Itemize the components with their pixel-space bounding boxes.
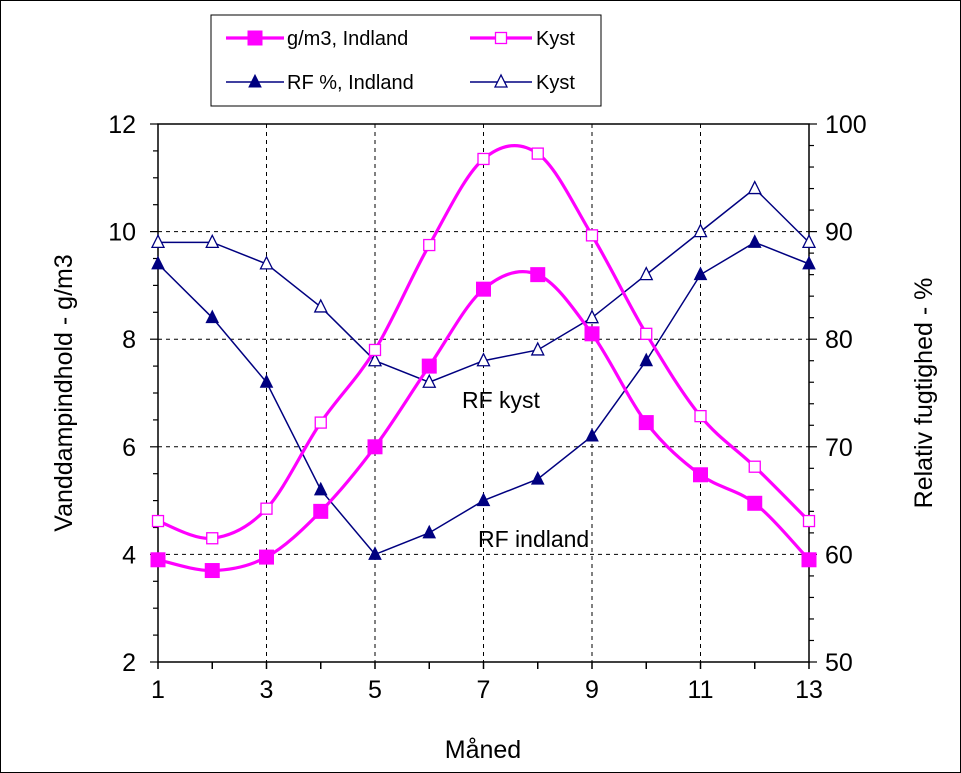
y-right-tick-label: 60 <box>825 541 853 569</box>
data-point <box>314 416 327 429</box>
data-point <box>747 180 762 195</box>
y-left-tick-label: 2 <box>122 649 136 677</box>
x-tick-label: 13 <box>795 676 823 704</box>
legend-marker <box>493 73 509 88</box>
data-point <box>476 492 491 507</box>
y-left-tick-label: 10 <box>108 219 136 247</box>
annotation-rf-indland: RF indland <box>478 526 589 552</box>
data-point <box>151 514 165 528</box>
legend-box <box>210 14 602 107</box>
data-point <box>423 238 436 252</box>
y-left-tick-label: 12 <box>108 111 136 139</box>
x-tick-label: 9 <box>585 676 599 704</box>
data-point <box>694 409 707 423</box>
data-point <box>530 267 546 283</box>
data-point <box>584 309 600 324</box>
data-point <box>259 549 274 565</box>
data-point <box>802 255 816 270</box>
data-point <box>260 502 273 515</box>
y-right-tick-label: 80 <box>825 326 853 354</box>
y-axis-title-right: Relativ fugtighed - % <box>910 278 938 509</box>
data-point <box>801 233 817 249</box>
series-3 <box>150 180 817 388</box>
x-tick-label: 7 <box>477 676 491 704</box>
data-point <box>259 255 274 270</box>
series-2 <box>151 234 816 560</box>
y-right-tick-label: 90 <box>825 219 853 247</box>
grid <box>158 124 809 662</box>
y-right-tick-label: 50 <box>825 649 853 677</box>
data-point <box>313 503 329 519</box>
data-point <box>421 358 437 374</box>
legend-marker <box>248 73 262 88</box>
data-point <box>530 341 545 356</box>
annotation-rf-kyst: RF kyst <box>462 387 541 413</box>
data-point <box>693 467 708 483</box>
data-point <box>313 298 328 313</box>
legend-marker <box>494 31 508 45</box>
y-right-tick-label: 70 <box>825 434 853 462</box>
data-point <box>639 352 654 367</box>
data-point <box>638 415 654 431</box>
data-point <box>748 460 761 473</box>
data-point <box>531 147 544 160</box>
data-point <box>150 552 166 568</box>
data-point <box>693 223 708 238</box>
data-point <box>205 233 220 249</box>
data-point <box>476 281 491 297</box>
x-tick-label: 5 <box>368 676 382 704</box>
data-point <box>476 352 491 367</box>
legend-label: g/m3, Indland <box>287 28 408 50</box>
x-tick-label: 11 <box>688 676 714 704</box>
y-axis-title-left: Vanddampindhold - g/m3 <box>50 254 78 532</box>
legend-label: Kyst <box>536 72 575 94</box>
x-tick-label: 1 <box>151 676 165 704</box>
data-point <box>151 255 165 270</box>
data-point <box>422 524 437 539</box>
legend-label: RF %, Indland <box>287 72 414 94</box>
data-point <box>206 532 219 545</box>
data-point <box>639 266 654 281</box>
data-point <box>367 439 383 455</box>
data-point <box>259 374 274 388</box>
data-point <box>585 229 599 242</box>
y-left-tick-label: 6 <box>122 434 136 462</box>
x-axis-title: Måned <box>445 736 521 764</box>
series-layer <box>150 143 817 579</box>
data-point <box>422 373 437 388</box>
data-point <box>368 546 382 560</box>
data-point <box>693 266 708 281</box>
data-point <box>747 495 763 511</box>
series-0 <box>150 267 817 579</box>
data-point <box>640 327 653 340</box>
data-point <box>802 514 816 528</box>
data-point <box>368 343 382 357</box>
data-point <box>204 563 220 579</box>
data-point <box>801 552 817 568</box>
data-point <box>205 309 220 324</box>
series-1 <box>151 143 816 545</box>
data-point <box>747 234 762 248</box>
data-point <box>367 352 383 367</box>
y-left-tick-label: 8 <box>122 326 136 354</box>
data-point <box>585 427 599 442</box>
legend-label: Kyst <box>536 28 575 50</box>
data-point <box>150 233 166 249</box>
data-point <box>477 152 490 166</box>
y-left-tick-label: 4 <box>122 541 136 569</box>
x-tick-label: 3 <box>260 676 274 704</box>
legend: g/m3, Indland Kyst RF %, Indland Kyst <box>210 14 602 107</box>
data-point <box>313 481 328 496</box>
y-right-tick-label: 100 <box>825 111 867 139</box>
data-point <box>584 326 600 342</box>
data-point <box>530 470 545 485</box>
legend-marker <box>247 30 263 46</box>
